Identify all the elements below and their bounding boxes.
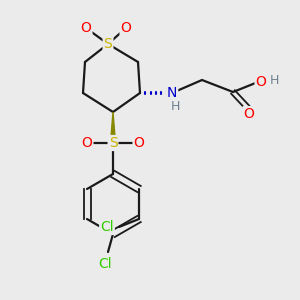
Text: O: O xyxy=(134,136,144,150)
Text: Cl: Cl xyxy=(100,220,114,234)
Text: S: S xyxy=(103,37,112,51)
Text: O: O xyxy=(244,107,254,121)
Text: O: O xyxy=(256,75,266,89)
Text: O: O xyxy=(82,136,92,150)
Text: H: H xyxy=(269,74,279,88)
Text: Cl: Cl xyxy=(98,257,112,271)
Text: H: H xyxy=(170,100,180,112)
Text: O: O xyxy=(81,21,92,35)
Polygon shape xyxy=(110,112,116,143)
Text: S: S xyxy=(109,136,117,150)
Text: O: O xyxy=(121,21,131,35)
Text: N: N xyxy=(167,86,177,100)
